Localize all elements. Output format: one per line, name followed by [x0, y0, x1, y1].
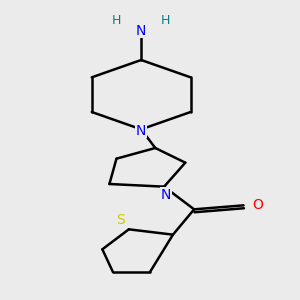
Text: N: N: [136, 24, 146, 38]
Text: H: H: [161, 14, 171, 26]
Text: O: O: [252, 198, 263, 212]
Text: N: N: [161, 188, 171, 202]
Text: N: N: [136, 124, 146, 138]
Text: S: S: [116, 213, 124, 227]
Text: H: H: [112, 14, 121, 26]
